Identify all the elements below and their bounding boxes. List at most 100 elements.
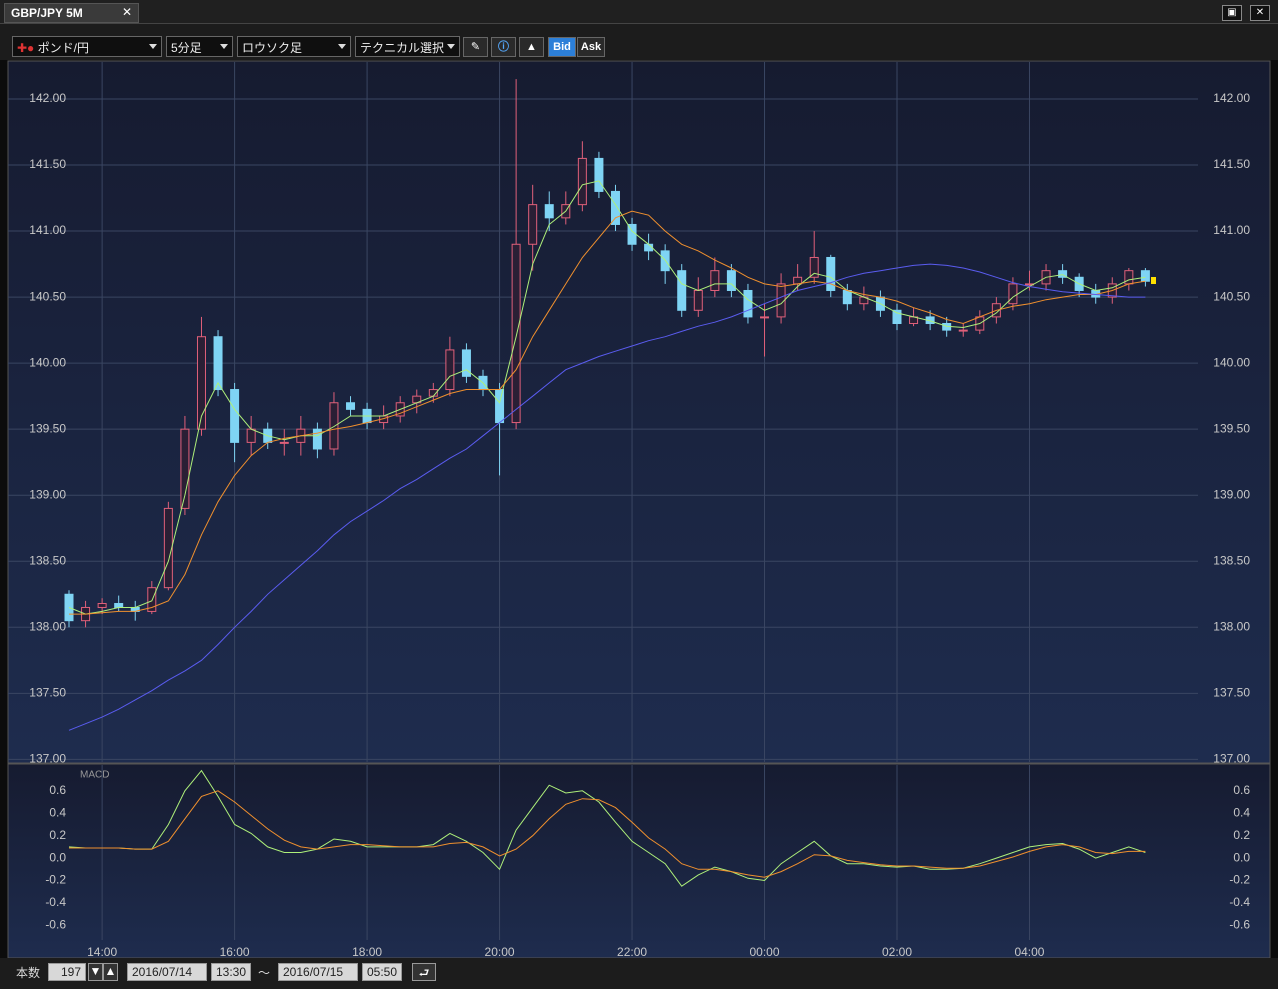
to-date[interactable]: 2016/07/15 bbox=[278, 963, 358, 981]
y-tick-label: -0.2 bbox=[1229, 873, 1250, 887]
candle-body bbox=[793, 276, 803, 285]
y-tick-label: 141.50 bbox=[1213, 157, 1250, 171]
pair-select[interactable]: ✚● ポンド/円 bbox=[12, 36, 162, 57]
info-button[interactable]: ⓘ bbox=[491, 37, 516, 57]
y-tick-label: 141.00 bbox=[1213, 223, 1250, 237]
x-tick-label: 00:00 bbox=[750, 945, 780, 958]
candle-body bbox=[1140, 270, 1150, 282]
candle-body bbox=[776, 283, 786, 318]
candle-body bbox=[892, 309, 902, 325]
area-button[interactable]: ▲ bbox=[519, 37, 544, 57]
y-tick-label: 137.00 bbox=[1213, 752, 1250, 766]
candle-body bbox=[246, 428, 256, 443]
y-tick-label: -0.6 bbox=[45, 918, 66, 932]
y-tick-label: 0.6 bbox=[1233, 783, 1250, 797]
from-time[interactable]: 13:30 bbox=[211, 963, 251, 981]
tab-title: GBP/JPY 5M bbox=[11, 6, 83, 20]
x-tick-label: 16:00 bbox=[220, 945, 250, 958]
flag-icon: ✚● bbox=[17, 41, 35, 55]
indicator-line bbox=[68, 180, 1146, 615]
candle-body bbox=[329, 402, 339, 450]
y-tick-label: 140.50 bbox=[1213, 289, 1250, 303]
apply-button[interactable]: ⮐ bbox=[412, 963, 436, 981]
y-tick-label: -0.2 bbox=[45, 873, 66, 887]
candle-body bbox=[842, 289, 852, 305]
technical-label: テクニカル選択 bbox=[360, 41, 445, 55]
candle-body bbox=[1124, 270, 1134, 285]
candle-body bbox=[64, 593, 74, 622]
count-up[interactable]: ▲ bbox=[103, 963, 118, 981]
y-tick-label: 142.00 bbox=[29, 91, 66, 105]
y-tick-label: 0.4 bbox=[49, 805, 66, 819]
candle-body bbox=[230, 389, 240, 443]
style-label: ロウソク足 bbox=[242, 41, 303, 55]
candle-body bbox=[958, 329, 968, 332]
y-tick-label: 140.50 bbox=[29, 289, 66, 303]
y-tick-label: 139.00 bbox=[29, 487, 66, 501]
candle-body bbox=[461, 349, 471, 377]
y-tick-label: 139.00 bbox=[1213, 487, 1250, 501]
y-tick-label: 141.00 bbox=[29, 223, 66, 237]
candle-body bbox=[312, 428, 322, 450]
macd-panel bbox=[7, 763, 1271, 958]
price-panel bbox=[7, 60, 1271, 764]
candle-body bbox=[279, 441, 289, 444]
candle-body bbox=[610, 190, 620, 225]
close-button[interactable]: ✕ bbox=[1250, 5, 1270, 21]
candle-body bbox=[1058, 270, 1068, 278]
draw-button[interactable]: ✎ bbox=[463, 37, 488, 57]
x-tick-label: 04:00 bbox=[1014, 945, 1044, 958]
from-date[interactable]: 2016/07/14 bbox=[127, 963, 207, 981]
chart-tab[interactable]: GBP/JPY 5M ✕ bbox=[4, 3, 139, 23]
x-tick-label: 18:00 bbox=[352, 945, 382, 958]
candle-body bbox=[577, 157, 587, 206]
indicator-line bbox=[68, 263, 1146, 731]
y-tick-label: 0.2 bbox=[1233, 828, 1250, 842]
candle-body bbox=[693, 289, 703, 311]
y-tick-label: 139.50 bbox=[1213, 421, 1250, 435]
y-tick-label: 138.50 bbox=[29, 553, 66, 567]
candle-body bbox=[97, 603, 107, 608]
y-tick-label: 0.0 bbox=[49, 850, 66, 864]
y-tick-label: 138.00 bbox=[29, 619, 66, 633]
y-tick-label: 142.00 bbox=[1213, 91, 1250, 105]
y-tick-label: 137.00 bbox=[29, 752, 66, 766]
candle-body bbox=[163, 507, 173, 589]
macd-title: MACD bbox=[80, 770, 109, 781]
close-tab[interactable]: ✕ bbox=[121, 5, 132, 19]
chart: MACD 14:00 16:00 18:00 20:00 22:00 00:00 02:00… bbox=[7, 60, 1271, 958]
candle-body bbox=[180, 428, 190, 509]
candle-body bbox=[147, 587, 157, 612]
interval-select[interactable]: 5分足 bbox=[166, 36, 233, 57]
maximize-button[interactable]: ▣ bbox=[1222, 5, 1242, 21]
count-input[interactable]: 197 bbox=[48, 963, 86, 981]
y-tick-label: 139.50 bbox=[29, 421, 66, 435]
x-tick-label: 14:00 bbox=[87, 945, 117, 958]
candle-body bbox=[544, 204, 554, 219]
x-tick-label: 02:00 bbox=[882, 945, 912, 958]
ask-button[interactable]: Ask bbox=[577, 37, 605, 57]
candle-body bbox=[196, 336, 206, 430]
candle-body bbox=[726, 270, 736, 291]
indicator-line bbox=[69, 210, 1146, 615]
y-tick-label: 0.0 bbox=[1233, 850, 1250, 864]
candle-body bbox=[1008, 283, 1018, 305]
candle-body bbox=[677, 270, 687, 311]
to-time[interactable]: 05:50 bbox=[362, 963, 402, 981]
y-tick-label: 140.00 bbox=[29, 355, 66, 369]
indicator-line bbox=[69, 790, 1146, 878]
y-tick-label: -0.4 bbox=[45, 895, 66, 909]
y-tick-label: 141.50 bbox=[29, 157, 66, 171]
title-bar bbox=[0, 0, 1278, 24]
y-tick-label: 138.00 bbox=[1213, 619, 1250, 633]
count-down[interactable]: ▼ bbox=[88, 963, 103, 981]
pair-label: ポンド/円 bbox=[37, 41, 89, 55]
x-tick-label: 20:00 bbox=[485, 945, 515, 958]
candle-body bbox=[213, 336, 223, 391]
candle-body bbox=[511, 243, 521, 424]
bid-button[interactable]: Bid bbox=[548, 37, 576, 57]
candle-body bbox=[710, 270, 720, 291]
technical-select[interactable]: テクニカル選択 bbox=[355, 36, 460, 57]
style-select[interactable]: ロウソク足 bbox=[237, 36, 351, 57]
candle-body bbox=[528, 204, 538, 245]
